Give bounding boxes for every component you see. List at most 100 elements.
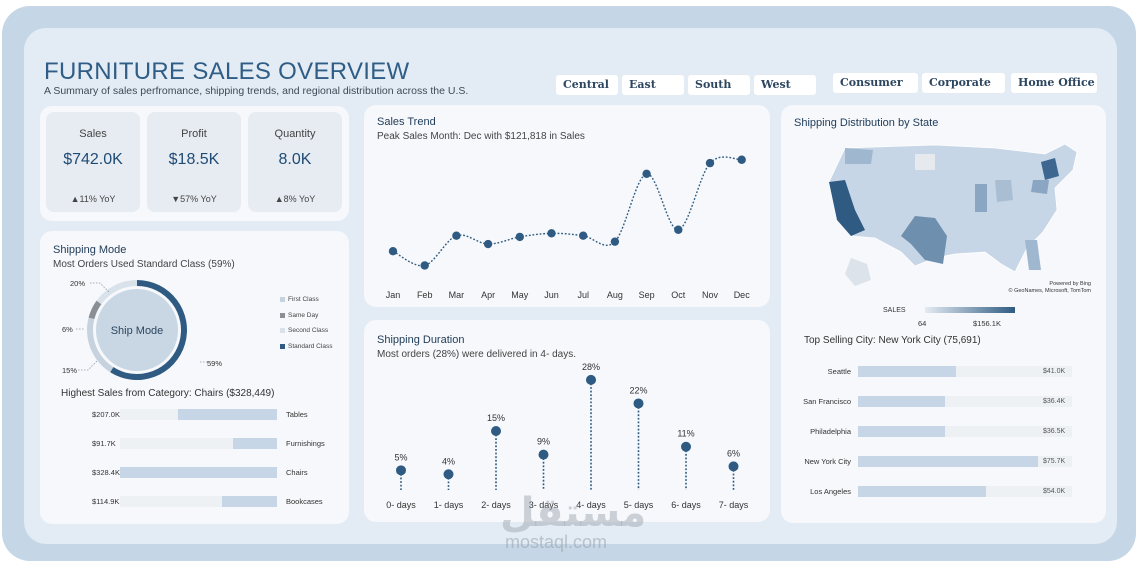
slicer-segment-consumer[interactable]: Consumer <box>833 73 918 93</box>
slicer-region-west[interactable]: West <box>754 75 816 95</box>
map-state-texas[interactable] <box>901 216 947 264</box>
sales-point-oct[interactable] <box>674 225 683 234</box>
map-state-ohio[interactable] <box>995 180 1013 202</box>
category-bar-tables[interactable] <box>178 409 277 420</box>
kpi-sales-yoy: ▲11% YoY <box>70 194 116 204</box>
sales-point-feb[interactable] <box>420 261 429 270</box>
sales-point-sep[interactable] <box>642 169 651 179</box>
duration-category-label-0-days: 0- days <box>386 500 416 510</box>
legend-label-second-class: Second Class <box>288 327 329 334</box>
top-cities-title: Top Selling City: New York City (75,691) <box>804 335 981 346</box>
legend-second-class[interactable]: Second Class <box>280 327 328 334</box>
donut-label-same-day: 6% <box>62 325 73 334</box>
legend-label-standard-class: Standard Class <box>288 343 333 350</box>
city-label-new-york-city: New York City <box>804 457 851 466</box>
duration-category-label-2-days: 2- days <box>481 500 511 510</box>
category-bar-track-furnishings <box>120 438 277 449</box>
shipping-duration-card <box>364 320 770 522</box>
sales-point-jun[interactable] <box>547 229 556 238</box>
sales-month-label-may: May <box>511 290 529 300</box>
map-state-pennsylvania[interactable] <box>1031 180 1049 194</box>
donut-slice-same-day[interactable] <box>88 300 102 320</box>
donut-slice-second-class[interactable] <box>96 280 137 305</box>
category-bar-chairs[interactable] <box>120 467 277 478</box>
slicer-segment-corporate[interactable]: Corporate <box>922 73 1005 93</box>
sales-month-label-dec: Dec <box>734 290 751 300</box>
category-bar-furnishings[interactable] <box>233 438 277 449</box>
sales-month-label-nov: Nov <box>702 290 719 300</box>
city-value-new-york-city: $75.7K <box>1043 458 1066 465</box>
kpi-profit-value: $18.5K <box>168 151 220 168</box>
duration-point-6-days[interactable] <box>681 441 691 452</box>
slicer-region-south[interactable]: South <box>688 75 750 95</box>
legend-first-class[interactable]: First Class <box>280 296 319 303</box>
duration-value-label-4-days: 28% <box>582 362 600 372</box>
category-value-chairs: $328.4K <box>92 468 120 477</box>
duration-value-label-1-days: 4% <box>442 456 455 466</box>
donut-label-standard-class: 59% <box>207 359 222 368</box>
map-state-florida[interactable] <box>1025 240 1041 270</box>
legend-standard-class[interactable]: Standard Class <box>280 343 332 350</box>
donut-slice-first-class[interactable] <box>87 317 114 373</box>
watermark-arabic: مستقل <box>500 491 647 535</box>
sales-trend-title: Sales Trend <box>377 116 436 128</box>
category-label-furnishings: Furnishings <box>286 439 325 448</box>
city-bar-track-san-francisco <box>858 396 1072 407</box>
legend-same-day[interactable]: Same Day <box>280 312 318 319</box>
map-title: Shipping Distribution by State <box>794 117 939 129</box>
shipping-mode-donut: Ship Mode 20% 6% 15% 59% <box>62 279 222 380</box>
kpi-profit-yoy: ▼57% YoY <box>171 194 217 204</box>
duration-point-2-days[interactable] <box>491 426 501 436</box>
city-label-seattle: Seattle <box>827 367 851 376</box>
us-map[interactable] <box>815 140 1095 295</box>
duration-value-label-3-days: 9% <box>537 437 550 447</box>
legend-label-first-class: First Class <box>288 296 319 303</box>
map-state-illinois[interactable] <box>975 184 987 212</box>
duration-point-4-days[interactable] <box>586 374 596 385</box>
city-bar-new-york-city[interactable] <box>858 456 1038 467</box>
sales-point-may[interactable] <box>515 232 524 242</box>
city-bar-los-angeles[interactable] <box>858 486 986 497</box>
sales-point-aug[interactable] <box>610 237 620 246</box>
map-state-north-dakota[interactable] <box>915 154 935 170</box>
kpi-quantity-value: 8.0K <box>278 151 312 168</box>
city-bar-seattle[interactable] <box>858 366 956 377</box>
sales-point-jul[interactable] <box>579 231 588 240</box>
sales-month-label-jul: Jul <box>577 290 589 300</box>
duration-point-1-days[interactable] <box>443 469 454 480</box>
city-bar-philadelphia[interactable] <box>858 426 945 437</box>
duration-point-3-days[interactable] <box>538 449 549 460</box>
category-bar-bookcases[interactable] <box>222 496 277 507</box>
city-bar-track-philadelphia <box>858 426 1072 437</box>
kpi-profit-label: Profit <box>181 128 207 140</box>
kpi-quantity: Quantity 8.0K ▲8% YoY <box>248 112 342 212</box>
donut-slice-standard-class[interactable] <box>110 280 188 380</box>
map-powered-by: Powered by Bing <box>1049 281 1091 287</box>
duration-point-5-days[interactable] <box>633 398 644 409</box>
donut-label-first-class: 20% <box>70 279 85 288</box>
map-state-new-york[interactable] <box>1041 158 1059 180</box>
sales-point-dec[interactable] <box>737 155 746 164</box>
sales-point-nov[interactable] <box>705 158 715 168</box>
kpi-quantity-yoy: ▲8% YoY <box>274 194 316 204</box>
category-value-tables: $207.0K <box>92 410 120 419</box>
sales-point-apr[interactable] <box>483 239 493 249</box>
donut-leader-second-class <box>78 359 99 371</box>
duration-category-label-1-days: 1- days <box>434 500 464 510</box>
duration-point-0-days[interactable] <box>396 465 406 476</box>
sales-point-mar[interactable] <box>452 231 461 240</box>
city-bar-san-francisco[interactable] <box>858 396 945 407</box>
sales-point-jan[interactable] <box>388 246 398 256</box>
map-state-alaska[interactable] <box>845 258 871 286</box>
city-value-los-angeles: $54.0K <box>1043 488 1066 495</box>
slicer-segment-home-office[interactable]: Home Office <box>1011 73 1097 93</box>
map-legend-gradient <box>925 307 1015 313</box>
duration-point-7-days[interactable] <box>728 461 739 472</box>
shipping-duration-subtitle: Most orders (28%) were delivered in 4- d… <box>377 349 576 360</box>
map-state-california[interactable] <box>829 180 865 236</box>
slicer-region-central[interactable]: Central <box>556 75 618 95</box>
map-state-washington[interactable] <box>845 148 873 164</box>
sales-month-label-feb: Feb <box>417 290 433 300</box>
category-bar-track-bookcases <box>120 496 277 507</box>
slicer-region-east[interactable]: East <box>622 75 684 95</box>
